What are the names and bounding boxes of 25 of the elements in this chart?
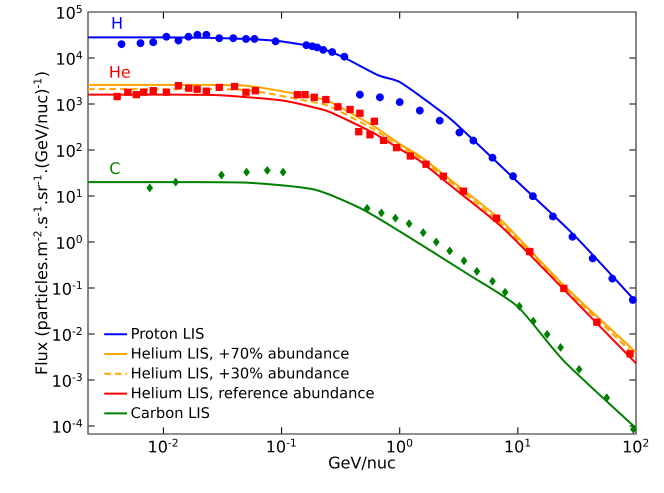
y-tick-label: 10$^{-1}$ — [53, 281, 82, 295]
legend-label: Helium LIS, reference abundance — [132, 387, 374, 400]
x-axis-title: GeV/nuc — [329, 456, 395, 470]
x-tick-label: 10$^{1}$ — [506, 438, 530, 453]
annotation: He — [110, 66, 130, 78]
y-tick-label: 10$^{4}$ — [57, 51, 82, 65]
x-tick-label: 10$^{-2}$ — [149, 438, 178, 453]
annotation: C — [110, 162, 120, 174]
legend-label: Helium LIS, +30% abundance — [132, 367, 349, 380]
y-tick-label: 10$^{3}$ — [57, 97, 82, 111]
legend-label: Proton LIS — [132, 328, 204, 339]
y-tick-label: 10$^{5}$ — [57, 5, 82, 19]
y-tick-label: 10$^{-4}$ — [53, 419, 82, 433]
annotation: H — [112, 17, 122, 29]
y-tick-label: 10$^{1}$ — [57, 189, 82, 203]
x-tick-label: 10$^{2}$ — [624, 438, 648, 453]
y-tick-label: 10$^{2}$ — [57, 143, 82, 157]
y-tick-label: 10$^{0}$ — [57, 235, 82, 249]
text: Flux (particles.m$^{-2}$.s$^{-1}$.sr$^{-1}$.(GeV/nuc)$^{-1}$) — [33, 72, 50, 374]
y-tick-label: 10$^{-2}$ — [53, 327, 82, 341]
legend-label: Carbon LIS — [131, 406, 210, 418]
y-tick-label: 10$^{-3}$ — [53, 373, 82, 387]
legend-label: Helium LIS, +70% abundance — [132, 347, 349, 360]
x-tick-label: 10$^{-1}$ — [267, 438, 296, 453]
x-tick-label: 10$^{0}$ — [388, 438, 412, 453]
